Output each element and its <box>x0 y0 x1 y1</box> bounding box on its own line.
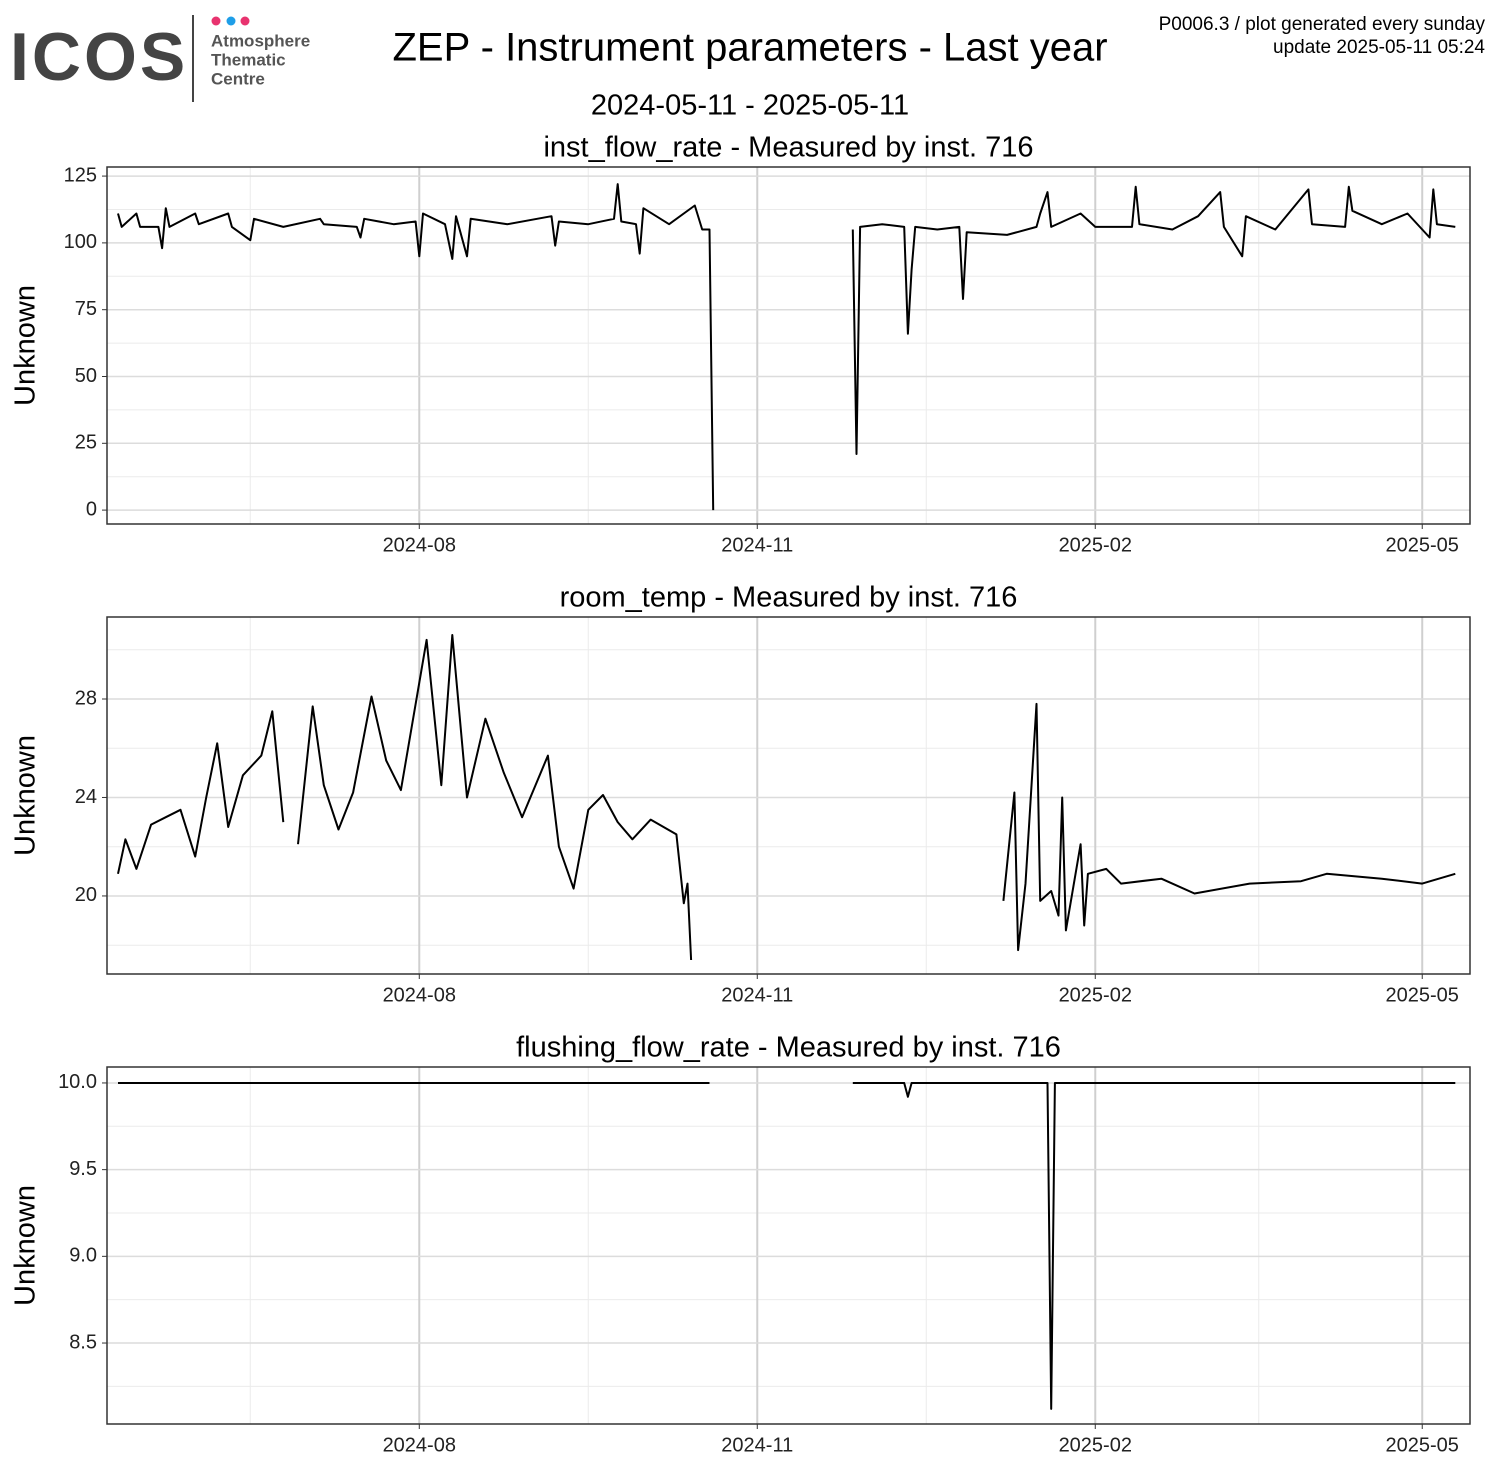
logo-dot <box>240 16 250 26</box>
plot-border <box>106 1066 1471 1425</box>
x-tick-label: 2024-11 <box>721 1434 793 1456</box>
y-tick-label: 8.5 <box>69 1331 97 1353</box>
x-tick-label: 2024-11 <box>721 984 793 1006</box>
note: update 2025-05-11 05:24 <box>1273 37 1485 58</box>
x-tick-label: 2025-05 <box>1386 984 1459 1006</box>
y-tick-label: 0 <box>86 498 97 520</box>
page-title: ZEP - Instrument parameters - Last year <box>392 26 1107 70</box>
logo-dot <box>211 16 221 26</box>
y-tick-label: 9.5 <box>69 1158 97 1180</box>
y-axis-label: Unknown <box>10 735 42 856</box>
panel-title: inst_flow_rate - Measured by inst. 716 <box>543 132 1033 164</box>
page-subtitle: 2024-05-11 - 2025-05-11 <box>591 90 909 122</box>
panel-title: room_temp - Measured by inst. 716 <box>560 582 1018 614</box>
y-tick-label: 10.0 <box>58 1071 97 1093</box>
x-tick-label: 2024-08 <box>383 1434 456 1456</box>
x-tick-label: 2024-08 <box>383 534 456 556</box>
logo: ICOS <box>10 19 188 95</box>
y-tick-label: 28 <box>75 687 97 709</box>
y-tick-label: 100 <box>64 231 97 253</box>
x-tick-label: 2025-02 <box>1059 984 1132 1006</box>
y-axis-label: Unknown <box>10 285 42 406</box>
y-tick-label: 50 <box>75 365 97 387</box>
x-tick-label: 2025-02 <box>1059 534 1132 556</box>
x-tick-label: 2025-02 <box>1059 1434 1132 1456</box>
x-tick-label: 2025-05 <box>1386 1434 1459 1456</box>
plot-background <box>107 617 1470 974</box>
x-tick-label: 2024-11 <box>721 534 793 556</box>
y-tick-label: 24 <box>75 786 97 808</box>
logo-text: Atmosphere <box>211 31 310 50</box>
plot-background <box>107 1067 1470 1424</box>
panel-title: flushing_flow_rate - Measured by inst. 7… <box>516 1032 1061 1064</box>
x-tick-label: 2024-08 <box>383 984 456 1006</box>
data-line <box>118 1082 1456 1410</box>
plot-border <box>106 616 1471 975</box>
y-tick-label: 25 <box>75 432 97 454</box>
y-tick-label: 125 <box>64 164 97 186</box>
note: P0006.3 / plot generated every sunday <box>1159 14 1486 35</box>
x-tick-label: 2025-05 <box>1386 534 1459 556</box>
plot-border <box>106 166 1471 525</box>
data-line <box>117 183 1456 511</box>
y-tick-label: 75 <box>75 298 97 320</box>
logo-text: Thematic <box>211 50 286 69</box>
y-tick-label: 20 <box>75 884 97 906</box>
logo-dot <box>226 16 236 26</box>
y-axis-label: Unknown <box>10 1185 42 1306</box>
plot-background <box>107 167 1470 524</box>
data-line <box>117 634 1456 961</box>
logo-text: Centre <box>211 69 265 88</box>
y-tick-label: 9.0 <box>69 1245 97 1267</box>
